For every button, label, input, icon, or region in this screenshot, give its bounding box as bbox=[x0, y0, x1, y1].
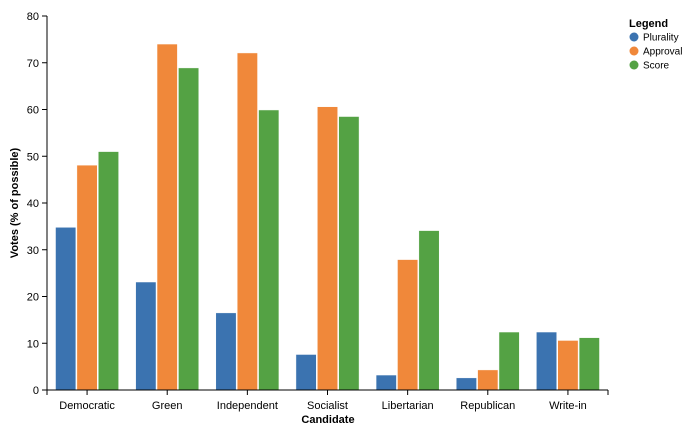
bar-score-write-in bbox=[578, 337, 600, 391]
legend-swatch-approval bbox=[629, 46, 639, 56]
bar-score-republican bbox=[498, 331, 520, 391]
y-tick-label: 30 bbox=[27, 245, 39, 257]
legend-title: Legend bbox=[629, 18, 668, 30]
bar-score-democratic bbox=[98, 151, 119, 391]
x-tick-label: Green bbox=[152, 400, 183, 412]
y-tick-label: 80 bbox=[27, 11, 39, 23]
legend-swatch-plurality bbox=[629, 32, 639, 42]
legend: Legend Plurality Approval Score bbox=[629, 18, 682, 72]
bar-plurality-socialist bbox=[295, 354, 317, 391]
x-tick-label: Libertarian bbox=[382, 400, 434, 412]
y-tick-label: 40 bbox=[27, 198, 39, 210]
y-tick-label: 20 bbox=[27, 292, 39, 304]
bar-approval-libertarian bbox=[397, 259, 419, 391]
y-axis-title: Votes (% of possible) bbox=[9, 147, 21, 258]
bar-approval-republican bbox=[477, 369, 499, 391]
x-tick-label: Write-in bbox=[549, 400, 587, 412]
y-tick-label: 10 bbox=[27, 338, 39, 350]
y-axis: 0 10 20 30 40 50 60 70 80 bbox=[27, 11, 48, 397]
bar-approval-write-in bbox=[557, 340, 579, 391]
x-tick-label: Independent bbox=[217, 400, 278, 412]
bar-plurality-democratic bbox=[55, 227, 77, 391]
legend-label: Score bbox=[643, 61, 670, 72]
bars-layer bbox=[55, 43, 600, 391]
bar-plurality-green bbox=[135, 281, 157, 391]
bar-approval-independent bbox=[236, 52, 258, 391]
legend-label: Approval bbox=[643, 47, 682, 58]
legend-label: Plurality bbox=[643, 33, 679, 44]
bar-score-independent bbox=[258, 109, 280, 391]
legend-swatch-score bbox=[629, 60, 639, 70]
bar-approval-socialist bbox=[317, 106, 338, 391]
y-tick-label: 60 bbox=[27, 105, 39, 117]
x-axis-title: Candidate bbox=[301, 414, 354, 426]
x-tick-label: Socialist bbox=[307, 400, 348, 412]
bar-score-green bbox=[178, 67, 200, 391]
bar-plurality-write-in bbox=[536, 331, 557, 391]
bar-score-libertarian bbox=[418, 230, 440, 391]
y-tick-label: 50 bbox=[27, 151, 39, 163]
x-tick-label: Democratic bbox=[59, 400, 115, 412]
bar-plurality-republican bbox=[455, 377, 477, 391]
bar-approval-green bbox=[156, 43, 178, 391]
x-axis: Democratic Green Independent Socialist Liber… bbox=[46, 389, 609, 412]
bar-approval-democratic bbox=[76, 164, 98, 391]
bar-plurality-libertarian bbox=[375, 374, 397, 391]
y-tick-label: 70 bbox=[27, 58, 39, 70]
y-tick-label: 0 bbox=[33, 385, 39, 397]
bar-score-socialist bbox=[338, 116, 360, 391]
bar-plurality-independent bbox=[215, 312, 237, 391]
x-tick-label: Republican bbox=[460, 400, 515, 412]
